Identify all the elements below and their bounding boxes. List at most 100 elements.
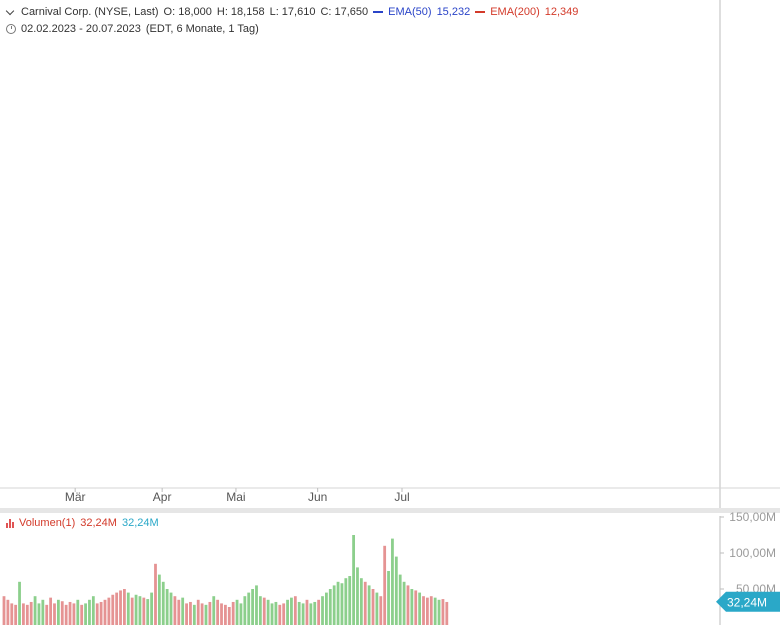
volume-bar-54 <box>212 596 216 625</box>
volume-bar-11 <box>45 604 49 625</box>
volume-bar-75 <box>293 596 297 625</box>
volume-bar-89 <box>348 576 352 625</box>
volume-bar-69 <box>270 603 274 625</box>
volume-bar-24 <box>95 603 99 625</box>
volume-bar-59 <box>231 601 235 625</box>
ema50-value: 15,232 <box>436 6 471 18</box>
volume-value-2: 32,24M <box>121 517 159 529</box>
pane-separator <box>0 508 780 513</box>
x-tick-label-1: Apr <box>153 490 172 504</box>
clock-icon <box>6 24 16 34</box>
low-value: L: 17,610 <box>269 6 316 18</box>
volume-bar-51 <box>200 603 204 625</box>
volume-bar-90 <box>352 535 355 625</box>
volume-bar-82 <box>321 596 324 625</box>
volume-bar-85 <box>332 585 336 625</box>
volume-bar-42 <box>165 589 169 625</box>
volume-bar-39 <box>154 563 157 625</box>
ema200-legend-icon <box>475 11 486 13</box>
volume-bar-17 <box>68 601 72 625</box>
volume-bar-64 <box>251 589 254 625</box>
volume-bar-4 <box>18 581 21 625</box>
volume-bar-95 <box>371 589 375 625</box>
volume-bar-98 <box>383 545 387 625</box>
volume-bar-74 <box>290 597 293 625</box>
volume-bar-49 <box>192 604 196 625</box>
x-tick-label-0: Mär <box>65 490 86 504</box>
volume-bar-65 <box>255 585 258 625</box>
volume-bar-86 <box>336 581 340 625</box>
volume-bar-41 <box>161 581 165 625</box>
volume-bar-106 <box>414 590 418 625</box>
volume-bar-108 <box>422 596 425 625</box>
volume-bar-91 <box>356 567 359 625</box>
chart-header: Carnival Corp. (NYSE, Last) O: 18,000 H:… <box>5 6 579 18</box>
volume-bar-102 <box>398 574 402 625</box>
high-value: H: 18,158 <box>216 6 265 18</box>
volume-bar-9 <box>37 603 41 625</box>
volume-bar-14 <box>56 599 60 625</box>
volume-bar-32 <box>126 592 130 625</box>
volume-badge-label: 32,24M <box>727 595 767 609</box>
volume-bar-55 <box>216 599 220 625</box>
volume-bar-20 <box>80 604 84 625</box>
volume-bar-88 <box>344 578 348 625</box>
volume-badge <box>716 591 780 612</box>
volume-bar-66 <box>258 596 262 625</box>
volume-bar-40 <box>157 574 161 625</box>
volume-bar-13 <box>53 603 56 625</box>
ema200-value: 12,349 <box>544 6 579 18</box>
volume-bar-71 <box>278 604 282 625</box>
volume-bar-1 <box>6 599 10 625</box>
volume-bar-25 <box>99 601 103 625</box>
x-tick-label-4: Jul <box>394 490 409 504</box>
volume-bar-36 <box>142 597 146 625</box>
volume-bar-53 <box>208 601 212 625</box>
volume-label: Volumen(1) <box>19 517 76 529</box>
close-value: C: 17,650 <box>320 6 369 18</box>
volume-tick-label-0: 150,00M <box>729 510 776 524</box>
volume-bar-70 <box>274 601 278 625</box>
volume-bar-73 <box>286 599 289 625</box>
volume-bar-31 <box>123 589 126 625</box>
volume-tick-label-1: 100,00M <box>729 546 776 560</box>
volume-bar-43 <box>169 592 173 625</box>
volume-bar-110 <box>429 596 433 625</box>
volume-bar-30 <box>119 590 122 625</box>
volume-bar-15 <box>60 601 64 625</box>
volume-bar-97 <box>379 596 383 625</box>
volume-bar-38 <box>150 592 154 625</box>
volume-bar-57 <box>224 604 227 625</box>
date-range: 02.02.2023 - 20.07.2023 <box>21 23 141 35</box>
volume-bar-76 <box>297 601 301 625</box>
volume-bar-45 <box>177 599 181 625</box>
volume-bar-50 <box>196 599 200 625</box>
volume-bar-83 <box>324 592 328 625</box>
volume-bar-104 <box>406 585 410 625</box>
volume-bar-68 <box>266 599 270 625</box>
volume-bar-5 <box>22 603 25 625</box>
volume-bar-35 <box>138 596 142 625</box>
volume-bar-63 <box>247 592 251 625</box>
volume-bar-19 <box>76 599 80 625</box>
volume-bar-109 <box>425 597 429 625</box>
volume-bar-12 <box>49 597 53 625</box>
volume-bar-46 <box>181 597 185 625</box>
volume-bar-48 <box>189 601 192 625</box>
volume-bar-105 <box>410 589 414 625</box>
volume-header: Volumen(1) 32,24M 32,24M <box>6 517 159 529</box>
volume-bar-99 <box>387 571 390 625</box>
volume-bar-0 <box>2 596 6 625</box>
chart-subheader: 02.02.2023 - 20.07.2023 (EDT, 6 Monate, … <box>6 23 259 35</box>
volume-bar-61 <box>239 603 243 625</box>
volume-bar-22 <box>88 599 91 625</box>
chevron-down-icon[interactable] <box>5 6 15 15</box>
volume-bar-96 <box>375 592 379 625</box>
volume-bar-52 <box>204 604 208 625</box>
volume-bar-6 <box>25 604 29 625</box>
volume-bar-16 <box>64 604 68 625</box>
chart-info: (EDT, 6 Monate, 1 Tag) <box>145 23 259 35</box>
